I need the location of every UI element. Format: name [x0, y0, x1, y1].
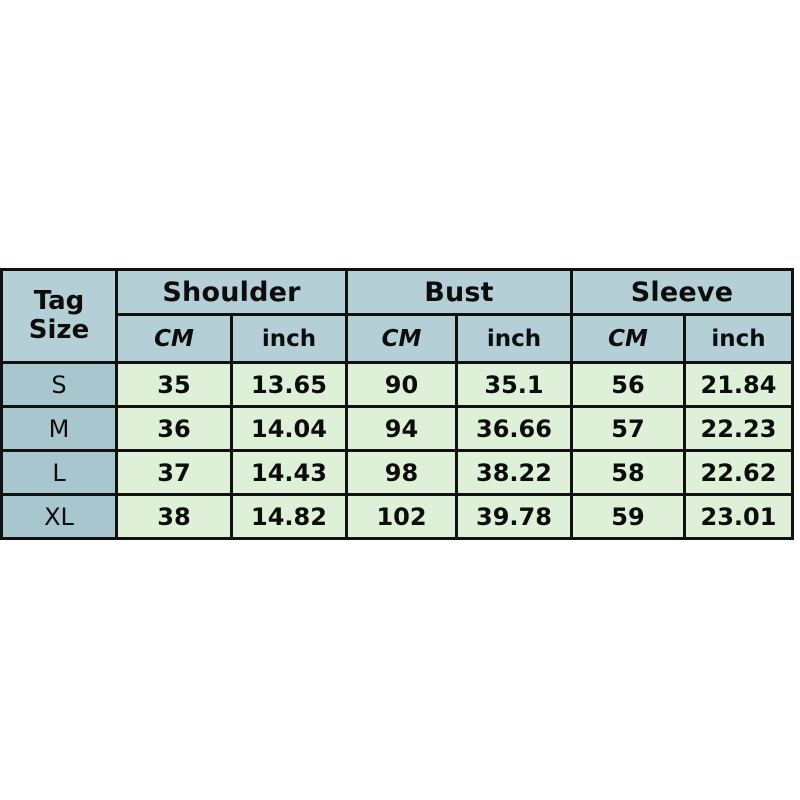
cell-bust-cm: 98: [345, 449, 458, 496]
cell-bust-inch: 35.1: [455, 361, 573, 408]
cell-bust-inch: 39.78: [455, 493, 573, 540]
cell-sleeve-cm: 59: [570, 493, 686, 540]
cell-size: L: [0, 449, 118, 496]
cell-sleeve-cm: 56: [570, 361, 686, 408]
cell-size: XL: [0, 493, 118, 540]
header-group-shoulder: Shoulder: [115, 268, 348, 316]
cell-bust-inch: 36.66: [455, 405, 573, 452]
size-chart-container: Tag Size Shoulder Bust Sleeve CM inch CM…: [0, 268, 794, 540]
header-unit-bust-cm: CM: [345, 313, 458, 364]
header-unit-shoulder-cm: CM: [115, 313, 233, 364]
cell-shoulder-cm: 37: [115, 449, 233, 496]
table-header: Tag Size Shoulder Bust Sleeve CM inch CM…: [0, 268, 794, 364]
header-group-sleeve: Sleeve: [570, 268, 794, 316]
cell-shoulder-inch: 14.43: [230, 449, 348, 496]
size-chart-table: Tag Size Shoulder Bust Sleeve CM inch CM…: [0, 268, 794, 540]
table-row: M 36 14.04 94 36.66 57 22.23: [0, 405, 794, 452]
cell-sleeve-inch: 22.62: [683, 449, 794, 496]
header-unit-row: CM inch CM inch CM inch: [2, 313, 794, 364]
table-row: L 37 14.43 98 38.22 58 22.62: [0, 449, 794, 496]
cell-shoulder-inch: 14.04: [230, 405, 348, 452]
cell-bust-inch: 38.22: [455, 449, 573, 496]
cell-sleeve-inch: 22.23: [683, 405, 794, 452]
header-unit-sleeve-cm: CM: [570, 313, 686, 364]
cell-sleeve-cm: 58: [570, 449, 686, 496]
table-body: S 35 13.65 90 35.1 56 21.84 M 36 14.04 9…: [0, 361, 794, 540]
header-unit-sleeve-inch: inch: [683, 313, 794, 364]
cell-bust-cm: 94: [345, 405, 458, 452]
header-unit-bust-inch: inch: [455, 313, 573, 364]
tag-size-line-1: Tag: [33, 285, 85, 316]
tag-size-line-2: Size: [28, 315, 90, 345]
cell-shoulder-cm: 35: [115, 361, 233, 408]
cell-shoulder-cm: 38: [115, 493, 233, 540]
cell-sleeve-inch: 23.01: [683, 493, 794, 540]
cell-shoulder-inch: 13.65: [230, 361, 348, 408]
table-row: XL 38 14.82 102 39.78 59 23.01: [0, 493, 794, 540]
header-group-bust: Bust: [345, 268, 573, 316]
cell-bust-cm: 102: [345, 493, 458, 540]
cell-shoulder-cm: 36: [115, 405, 233, 452]
cell-sleeve-inch: 21.84: [683, 361, 794, 408]
cell-bust-cm: 90: [345, 361, 458, 408]
cell-shoulder-inch: 14.82: [230, 493, 348, 540]
header-group-row: Tag Size Shoulder Bust Sleeve: [0, 268, 794, 364]
table-row: S 35 13.65 90 35.1 56 21.84: [0, 361, 794, 408]
header-tag-size: Tag Size: [0, 268, 118, 364]
cell-size: S: [0, 361, 118, 408]
cell-size: M: [0, 405, 118, 452]
header-unit-shoulder-inch: inch: [230, 313, 348, 364]
cell-sleeve-cm: 57: [570, 405, 686, 452]
